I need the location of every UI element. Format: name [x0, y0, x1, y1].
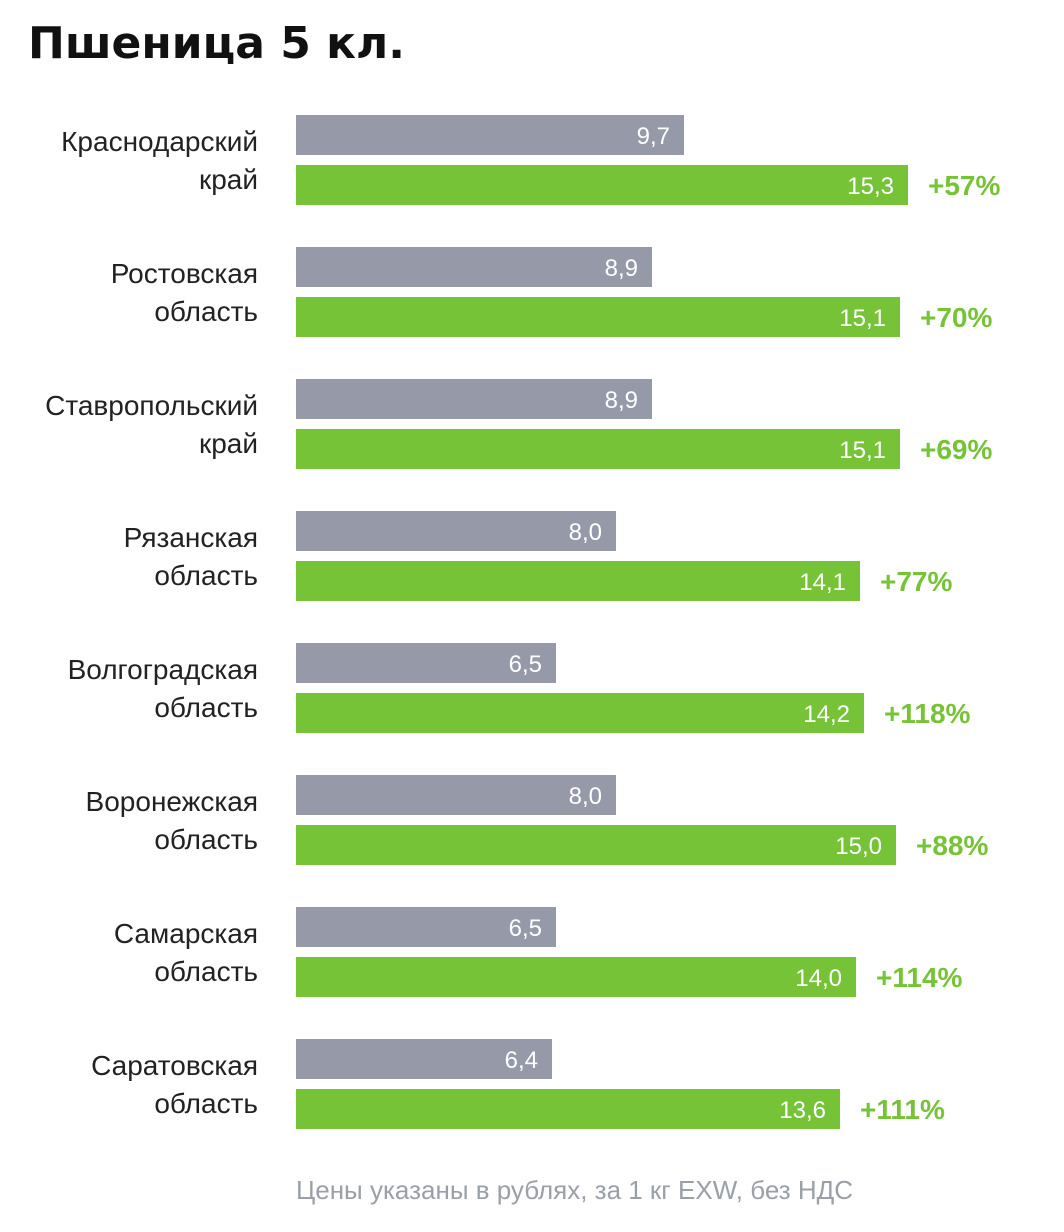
bar-group: Ставропольский край 8,9 15,1 +69% — [45, 379, 992, 469]
category-label-line: край — [199, 428, 258, 459]
green-bar — [296, 957, 856, 997]
bar-group: Рязанская область 8,0 14,1 +77% — [124, 511, 952, 601]
green-bar — [296, 429, 900, 469]
bar-value-label: 6,5 — [509, 915, 542, 942]
category-label-line: Воронежская — [86, 786, 258, 817]
gray-bar — [296, 1039, 552, 1079]
bar-group: Волгоградская область 6,5 14,2 +118% — [68, 643, 971, 733]
category-label-line: Саратовская — [91, 1050, 258, 1081]
change-label: +57% — [928, 170, 1000, 201]
category-label: Самарская область — [114, 918, 258, 987]
category-label-line: Рязанская — [124, 522, 258, 553]
change-label: +77% — [880, 566, 952, 597]
gray-bar — [296, 643, 556, 683]
green-bar — [296, 825, 896, 865]
change-label: +69% — [920, 434, 992, 465]
bar-value-label: 9,7 — [637, 123, 670, 150]
category-label-line: край — [199, 164, 258, 195]
gray-bar — [296, 511, 616, 551]
bar-group: Саратовская область 6,4 13,6 +111% — [91, 1039, 945, 1129]
bar-group: Краснодарский край 9,7 15,3 +57% — [61, 115, 1000, 205]
bar-value-label: 15,0 — [835, 833, 882, 860]
green-bar — [296, 693, 864, 733]
change-label: +70% — [920, 302, 992, 333]
green-bar — [296, 165, 908, 205]
category-label: Саратовская область — [91, 1050, 258, 1119]
change-label: +111% — [860, 1094, 945, 1125]
bar-value-label: 8,9 — [605, 255, 638, 282]
bar-value-label: 6,4 — [505, 1047, 538, 1074]
gray-bar — [296, 247, 652, 287]
category-label-line: Ставропольский — [45, 390, 258, 421]
bar-value-label: 14,2 — [803, 701, 850, 728]
bar-value-label: 15,1 — [839, 305, 886, 332]
gray-bar — [296, 115, 684, 155]
category-label: Ростовская область — [111, 258, 258, 327]
change-label: +88% — [916, 830, 988, 861]
change-label: +114% — [876, 962, 963, 993]
category-label-line: область — [154, 692, 258, 723]
bar-value-label: 13,6 — [779, 1097, 826, 1124]
green-bar — [296, 1089, 840, 1129]
change-label: +118% — [884, 698, 971, 729]
bar-value-label: 6,5 — [509, 651, 542, 678]
bar-value-label: 14,0 — [795, 965, 842, 992]
gray-bar — [296, 775, 616, 815]
gray-bar — [296, 379, 652, 419]
chart-footnote: Цены указаны в рублях, за 1 кг EXW, без … — [296, 1175, 854, 1205]
category-label-line: область — [154, 824, 258, 855]
green-bar — [296, 297, 900, 337]
category-label-line: область — [154, 956, 258, 987]
category-label-line: область — [154, 296, 258, 327]
bar-group: Воронежская область 8,0 15,0 +88% — [86, 775, 988, 865]
category-label-line: область — [154, 560, 258, 591]
bar-value-label: 15,3 — [847, 173, 894, 200]
green-bar — [296, 561, 860, 601]
category-label: Ставропольский край — [45, 390, 258, 459]
category-label-line: Самарская — [114, 918, 258, 949]
category-label-line: Ростовская — [111, 258, 258, 289]
bar-value-label: 15,1 — [839, 437, 886, 464]
bar-value-label: 14,1 — [799, 569, 846, 596]
gray-bar — [296, 907, 556, 947]
category-label-line: Волгоградская — [68, 654, 258, 685]
category-label-line: область — [154, 1088, 258, 1119]
category-label-line: Краснодарский — [61, 126, 258, 157]
bar-group: Самарская область 6,5 14,0 +114% — [114, 907, 963, 997]
chart-title: Пшеница 5 кл. — [28, 18, 405, 69]
bar-value-label: 8,0 — [569, 783, 602, 810]
bar-group: Ростовская область 8,9 15,1 +70% — [111, 247, 992, 337]
category-label: Рязанская область — [124, 522, 258, 591]
category-label: Краснодарский край — [61, 126, 258, 195]
bar-value-label: 8,0 — [569, 519, 602, 546]
bar-value-label: 8,9 — [605, 387, 638, 414]
category-label: Воронежская область — [86, 786, 258, 855]
category-label: Волгоградская область — [68, 654, 258, 723]
